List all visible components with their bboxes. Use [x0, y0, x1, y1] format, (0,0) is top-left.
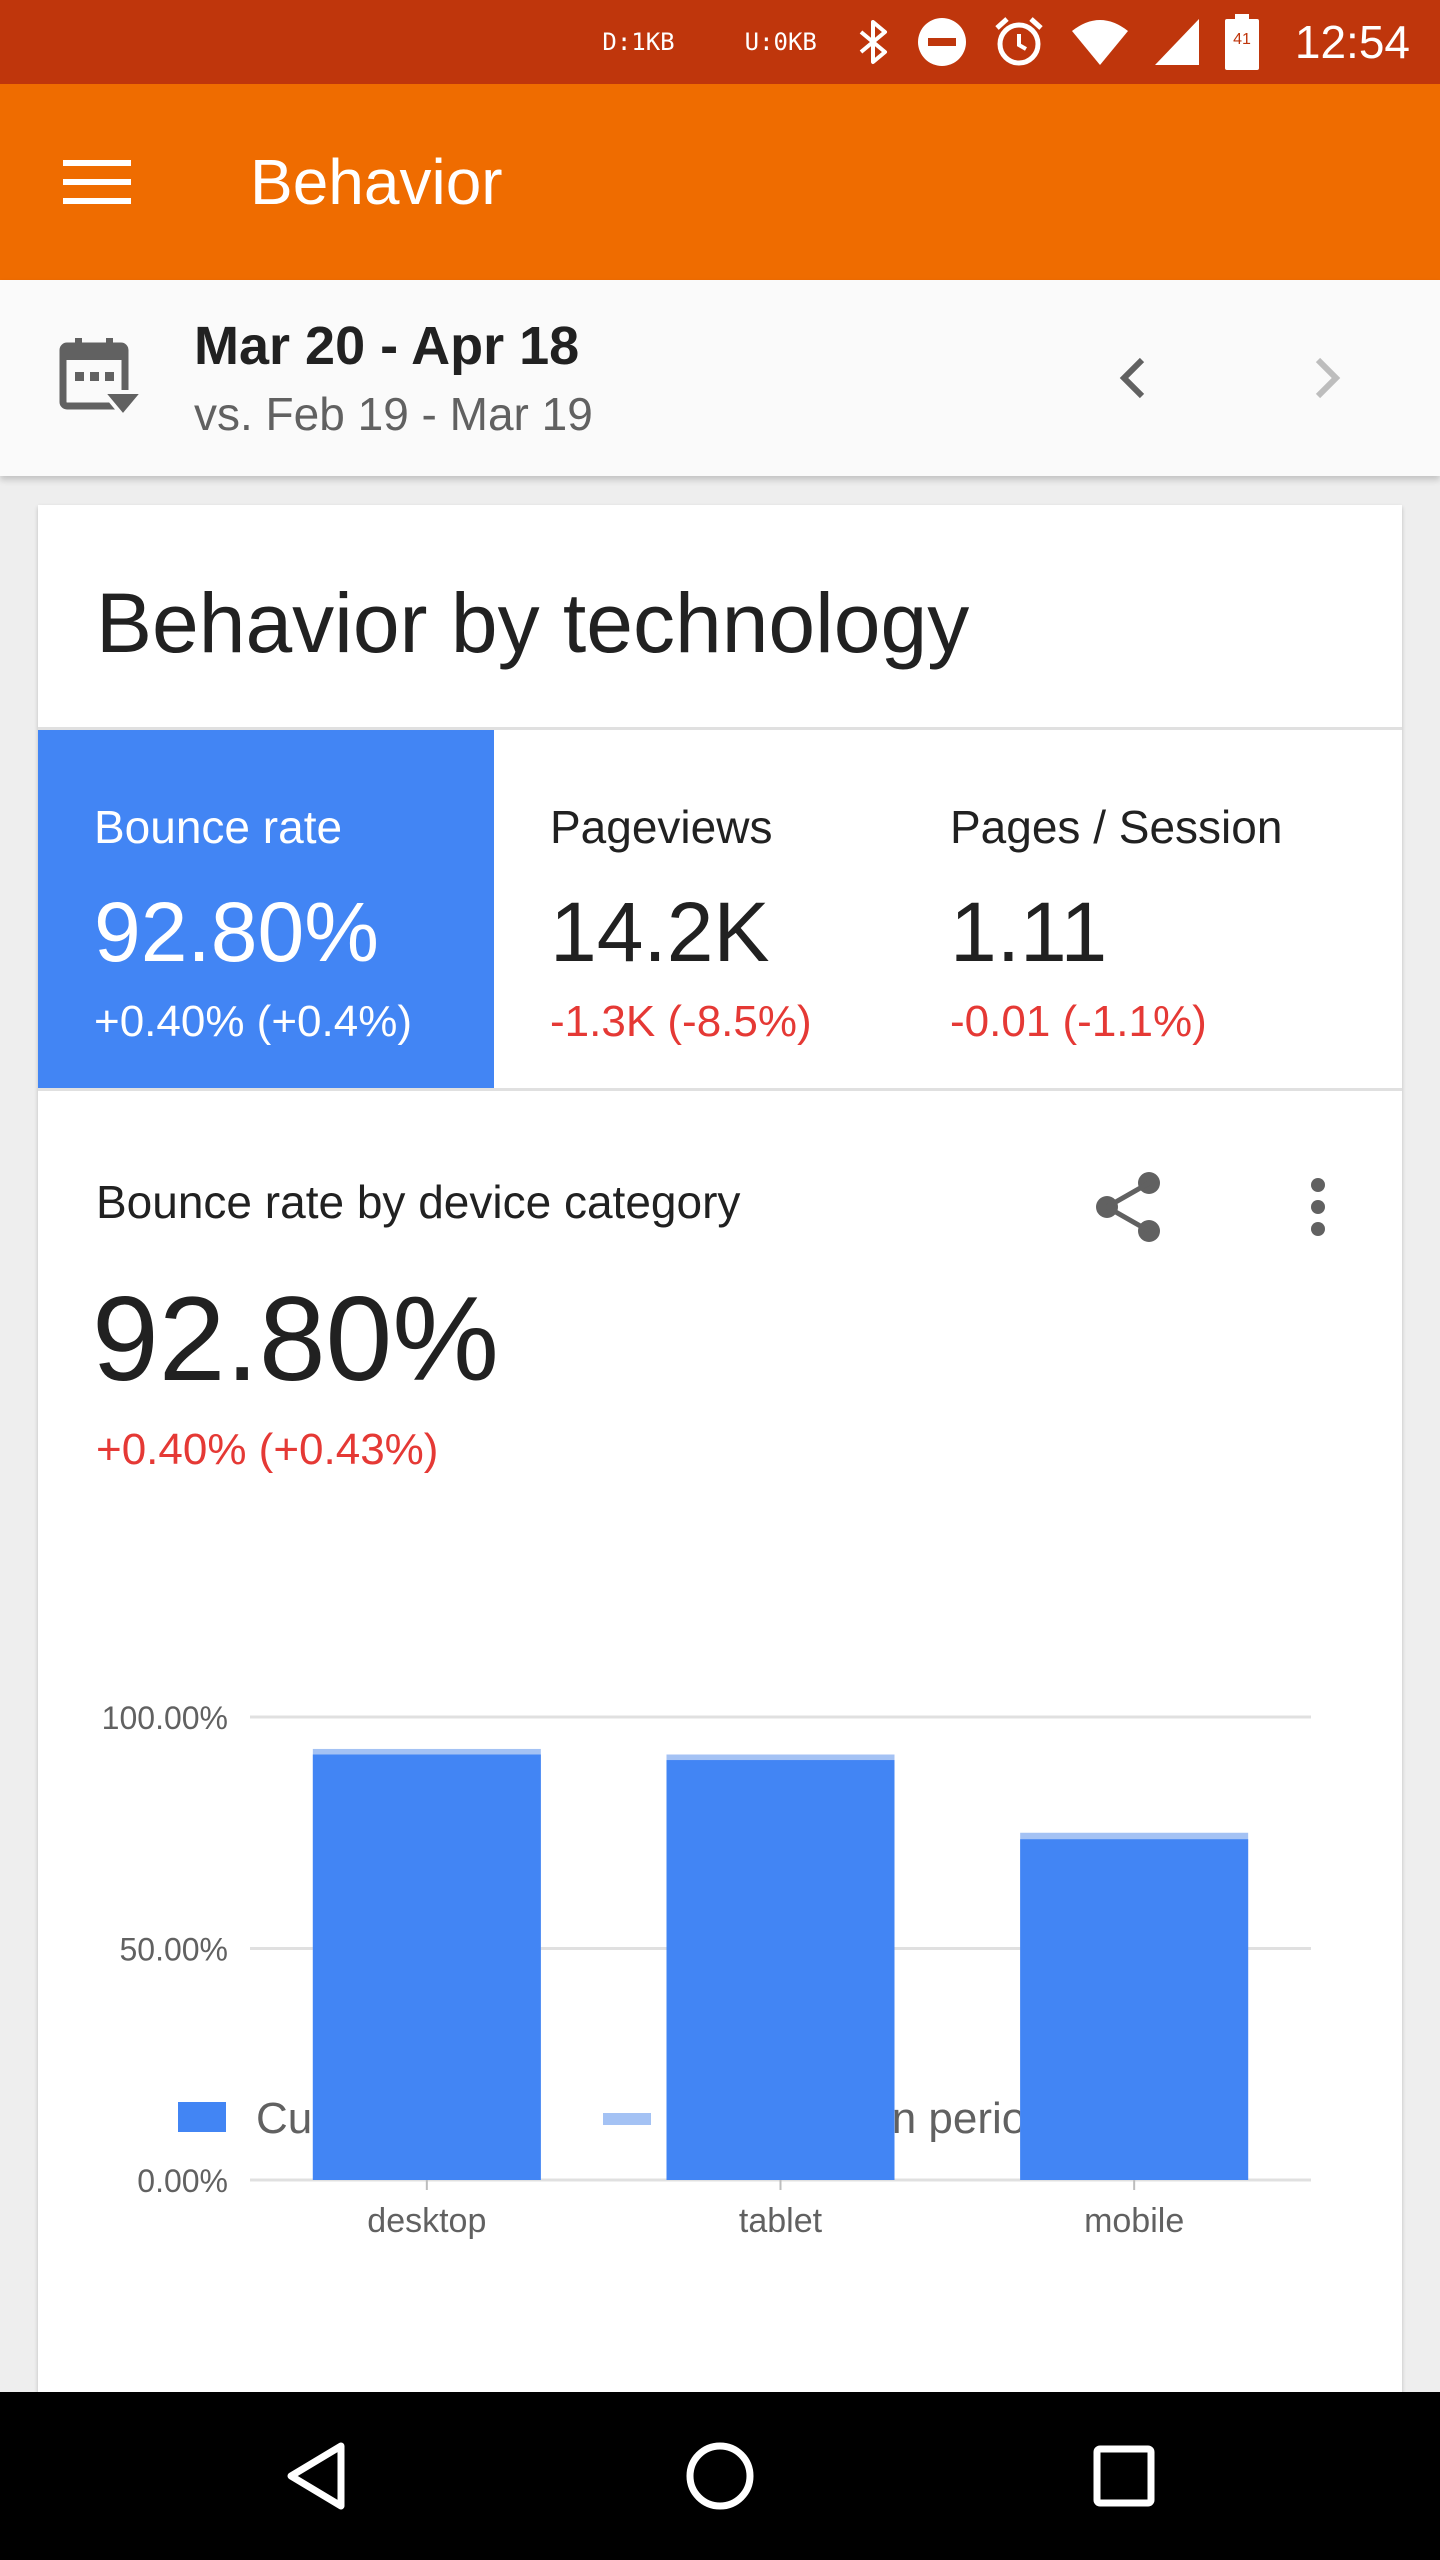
metric-pages-per-session[interactable]: Pages / Session 1.11 -0.01 (-1.1%) [894, 730, 1402, 1090]
status-bar: D:1KB U:0KB 41 12:54 [0, 0, 1440, 84]
upload-rate: U:0KB [744, 28, 817, 56]
back-triangle-icon [287, 2442, 345, 2510]
bar-chart: Current periodComparison period 100.00% 5… [102, 1700, 1311, 2240]
metric-change: -1.3K (-8.5%) [550, 997, 812, 1046]
date-range-bar: Mar 20 - Apr 18 vs. Feb 19 - Mar 19 [0, 280, 1440, 476]
metric-value: 1.11 [950, 885, 1108, 979]
metric-value: 92.80% [94, 885, 379, 979]
metric-bounce-rate[interactable]: Bounce rate 92.80% +0.40% (+0.4%) [38, 730, 494, 1090]
app-bar: Behavior [0, 84, 1440, 280]
menu-button[interactable] [48, 133, 146, 231]
x-tick-label: tablet [739, 2202, 823, 2240]
metric-change: -0.01 (-1.1%) [950, 997, 1207, 1046]
behavior-card: Behavior by technology Bounce rate 92.80… [38, 505, 1402, 2405]
recents-square-icon [1093, 2445, 1155, 2507]
system-nav-bar [0, 2392, 1440, 2560]
bluetooth-icon [857, 18, 891, 66]
chart-title: Bounce rate by device category [96, 1176, 741, 1228]
divider [38, 727, 1402, 730]
clock: 12:54 [1294, 16, 1410, 68]
metric-value: 14.2K [550, 885, 770, 979]
legend-swatch-comparison [603, 2113, 651, 2125]
cell-signal-icon [1154, 19, 1199, 65]
x-tick-label: desktop [367, 2202, 486, 2240]
chevron-left-icon [1119, 357, 1145, 399]
card-title: Behavior by technology [96, 576, 970, 670]
divider [38, 1088, 1402, 1091]
legend-swatch-current [178, 2102, 226, 2132]
y-tick-label: 0.00% [137, 2163, 228, 2199]
share-icon [1096, 1172, 1160, 1242]
alarm-icon [993, 16, 1045, 68]
chart-legend: Current periodComparison period [178, 2094, 1051, 2143]
calendar-compare-icon[interactable] [56, 333, 146, 423]
recents-button[interactable] [1074, 2426, 1174, 2526]
metric-label: Bounce rate [94, 801, 343, 853]
metric-label: Pageviews [550, 801, 773, 853]
do-not-disturb-icon [917, 17, 967, 67]
more-options-button[interactable] [1278, 1157, 1358, 1257]
date-range-text[interactable]: Mar 20 - Apr 18 vs. Feb 19 - Mar 19 [194, 315, 593, 441]
page-title: Behavior [250, 146, 503, 218]
back-button[interactable] [266, 2426, 366, 2526]
home-circle-icon [686, 2442, 754, 2510]
battery-icon: 41 [1224, 14, 1259, 70]
bar-current-mobile [1020, 1839, 1249, 2180]
bar-current-desktop [312, 1754, 541, 2180]
primary-change: +0.40% (+0.43%) [96, 1425, 439, 1474]
metric-change: +0.40% (+0.4%) [94, 997, 412, 1046]
metric-label: Pages / Session [950, 801, 1283, 853]
wifi-icon [1071, 19, 1129, 65]
metric-pageviews[interactable]: Pageviews 14.2K -1.3K (-8.5%) [494, 730, 894, 1090]
home-button[interactable] [670, 2426, 770, 2526]
hamburger-icon [63, 160, 131, 204]
previous-period-button[interactable] [1082, 328, 1182, 428]
primary-value: 92.80% [92, 1272, 499, 1406]
comparison-range: vs. Feb 19 - Mar 19 [194, 388, 593, 440]
download-rate: D:1KB [602, 28, 675, 56]
chevron-right-icon [1315, 357, 1341, 399]
x-tick-label: mobile [1084, 2202, 1184, 2240]
y-tick-label: 50.00% [119, 1932, 228, 1968]
battery-level: 41 [1233, 31, 1251, 48]
date-range: Mar 20 - Apr 18 [194, 316, 580, 376]
share-button[interactable] [1078, 1157, 1178, 1257]
more-vert-icon [1311, 1178, 1325, 1236]
bar-current-tablet [666, 1760, 895, 2180]
next-period-button[interactable] [1278, 328, 1378, 428]
y-tick-label: 100.00% [102, 1700, 228, 1736]
